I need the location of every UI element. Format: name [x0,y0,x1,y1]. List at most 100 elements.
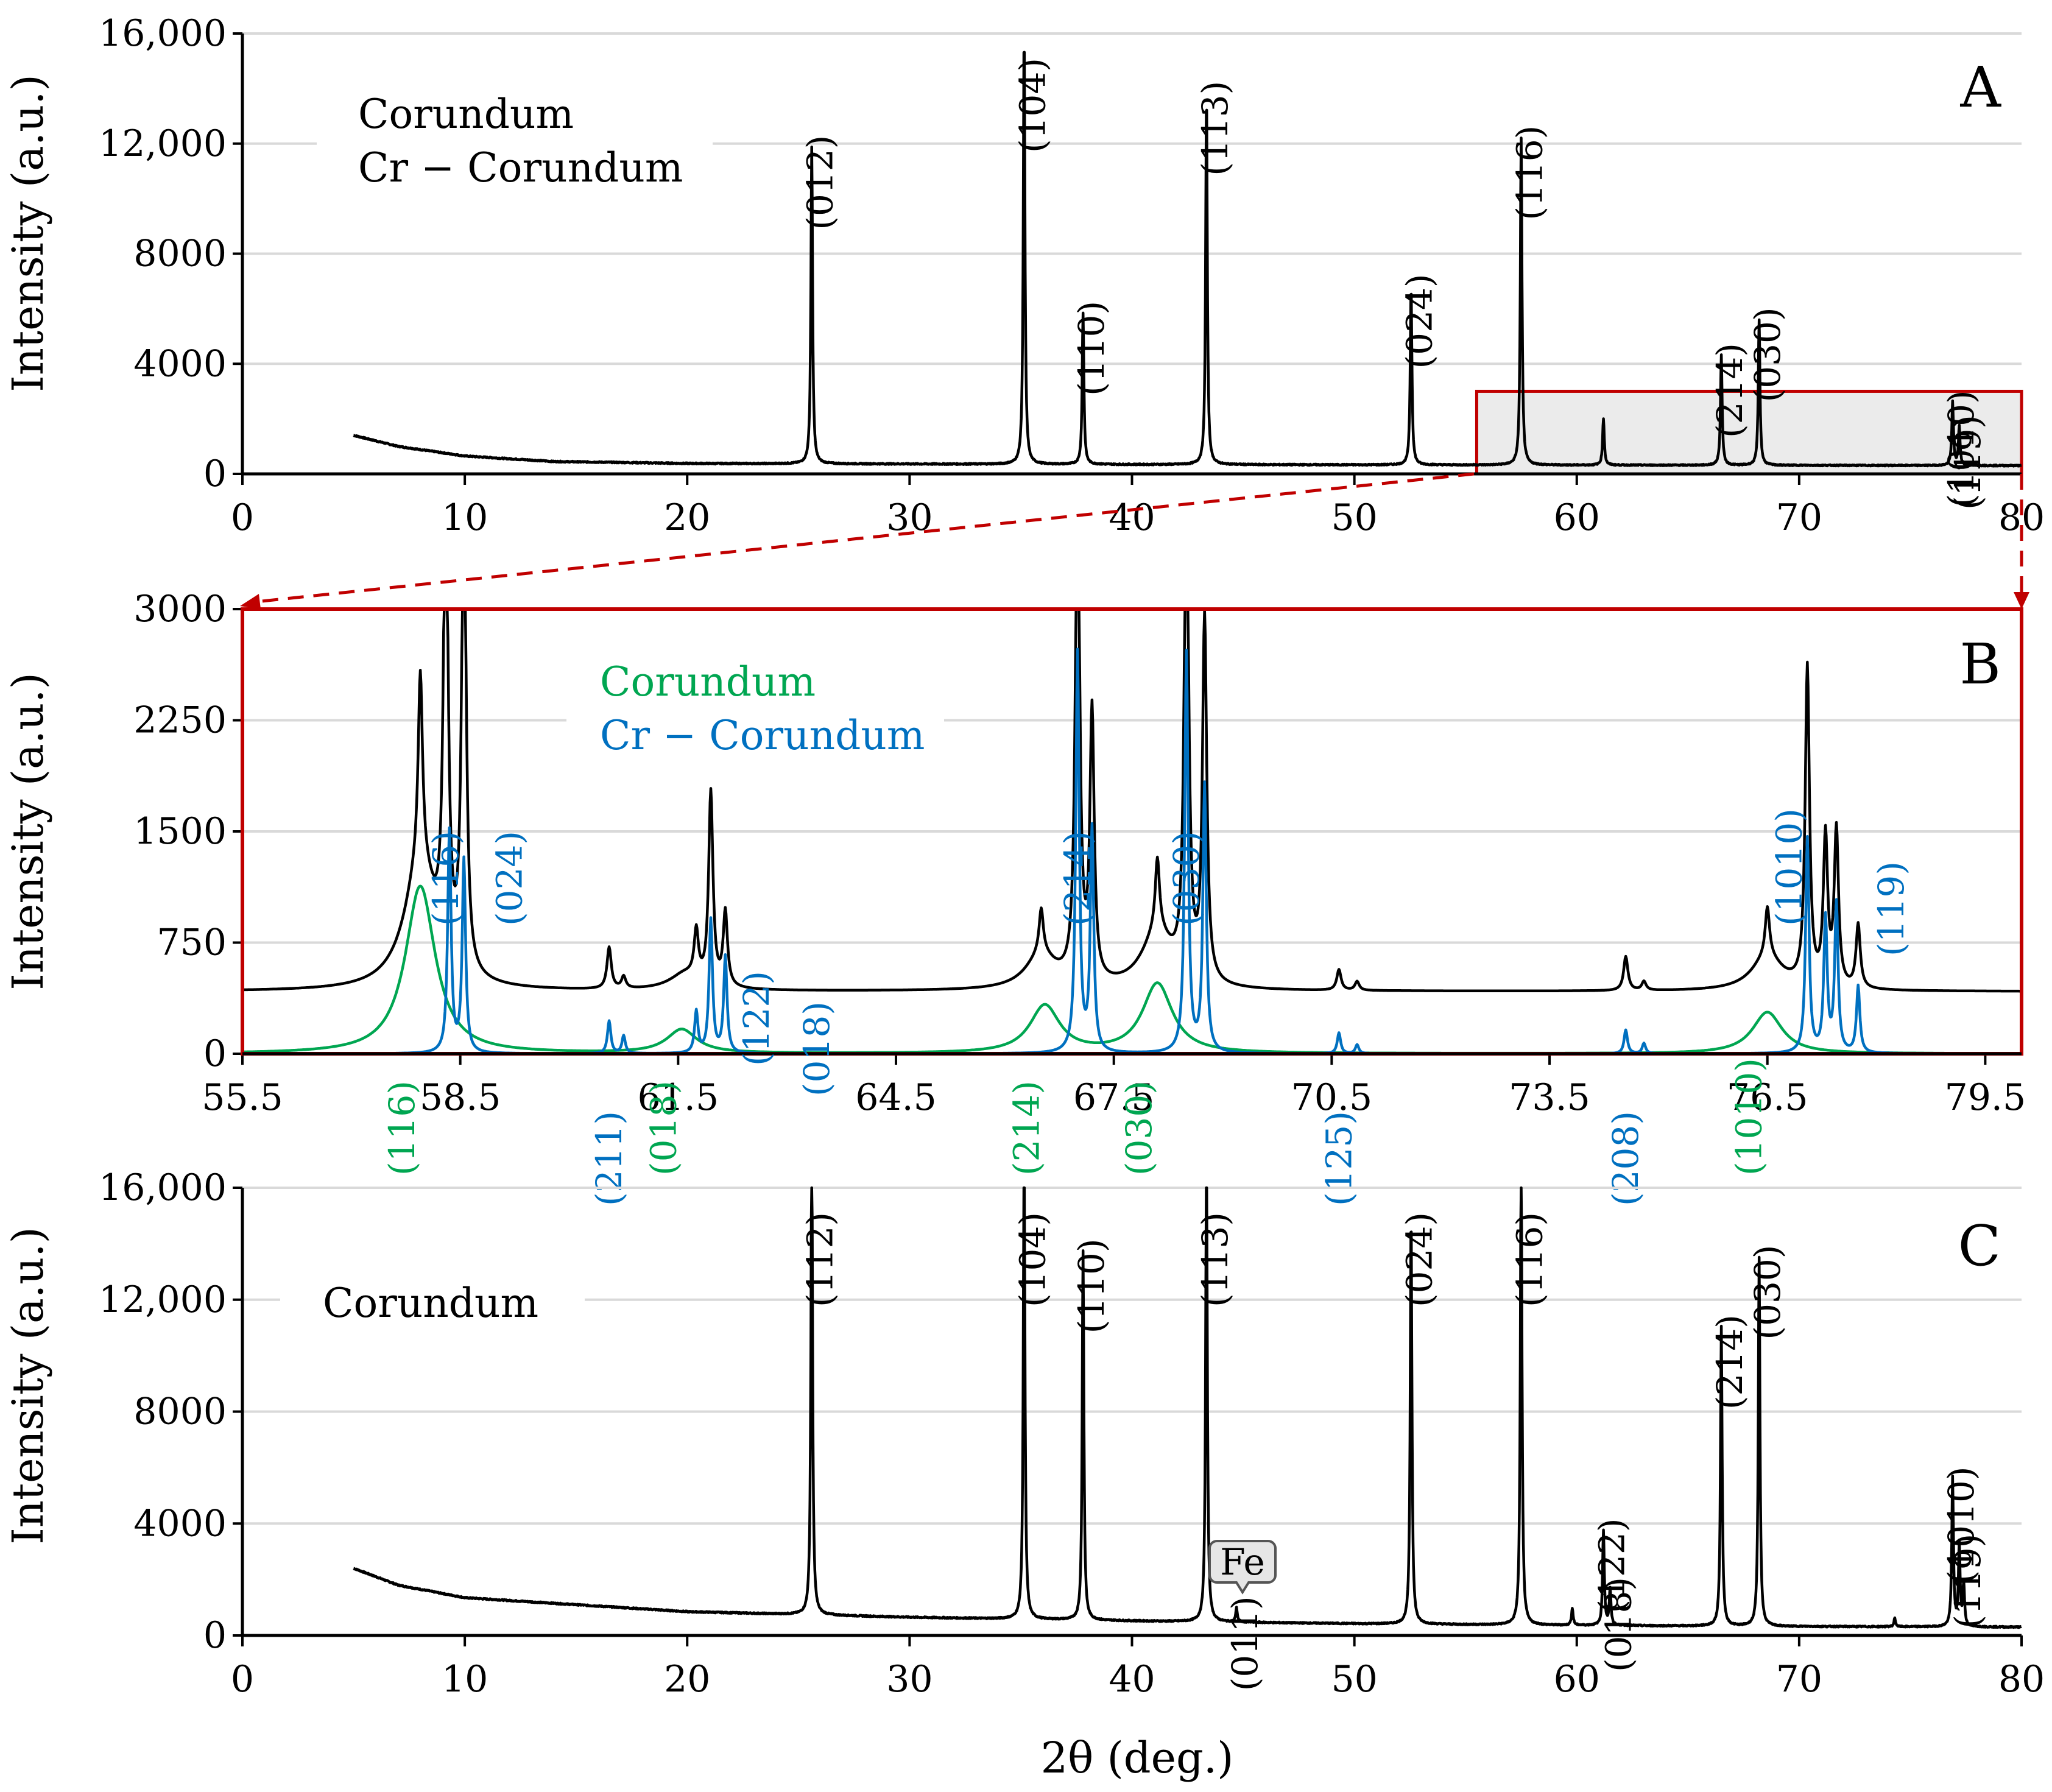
peak-label-c-10: (214) [1709,1314,1751,1409]
xtick-label-c-4: 40 [1109,1658,1155,1701]
panel-b-letter: B [1959,632,2001,697]
peak-label-a-3: (113) [1194,81,1236,176]
panel-c-tick-labels: 0 4000 8000 12,000 16,000 0 10 20 30 40 50 60 70 80 [99,1166,2045,1701]
peak-label-b-6: (018) [796,1001,837,1096]
peak-label-a-2: (110) [1071,301,1112,396]
panel-c-legend-corundum: Corundum [323,1280,538,1327]
panel-b-corundum-line [241,884,2022,1055]
xtick-label-a-5: 50 [1331,496,1377,539]
peak-label-b-8: (214) [1006,1081,1047,1176]
panel-c-pattern-line [353,1186,2022,1629]
xtick-label-b-0: 55.5 [202,1076,283,1119]
panel-c-legend: Corundum [280,1273,585,1340]
panel-b-ylabel: Intensity (a.u.) [3,672,53,990]
xtick-label-b-6: 73.5 [1509,1076,1590,1119]
ytick-label-b-4: 3000 [133,588,227,630]
ytick-label-b-1: 750 [157,922,227,964]
peak-label-c-9: (018) [1598,1577,1640,1672]
peak-label-b-14: (1010) [1729,1058,1770,1176]
xtick-label-b-2: 61.5 [638,1076,719,1119]
xtick-label-c-1: 10 [442,1658,488,1701]
ytick-label-b-0: 0 [203,1032,227,1075]
ytick-label-a-0: 0 [203,453,227,495]
zoom-connector-left [255,472,1475,604]
peak-label-c-11: (030) [1747,1245,1788,1340]
xtick-label-c-7: 70 [1776,1658,1822,1701]
panel-b-peak-labels: (116) (024) (116) (211) (018) (122) (018) (214)… [381,808,1912,1206]
panel-b-measured-line [241,607,2022,993]
xtick-label-a-2: 20 [664,496,710,539]
xtick-label-c-6: 60 [1554,1658,1600,1701]
peak-label-b-12: (208) [1605,1111,1646,1206]
xtick-label-c-3: 30 [886,1658,933,1701]
panel-a-legend-corundum: Corundum [358,91,574,138]
peak-label-c-2: (110) [1071,1238,1112,1333]
peak-label-a-9: (119) [1947,415,1989,510]
peak-label-c-1: (104) [1012,1212,1053,1307]
ytick-label-b-2: 1500 [133,810,227,853]
xtick-label-b-1: 58.5 [420,1076,501,1119]
xtick-label-b-7: 76.5 [1727,1076,1808,1119]
peak-label-b-10: (030) [1118,1081,1160,1176]
peak-label-c-6: (024) [1399,1212,1440,1307]
panel-c-legend-bg [280,1273,585,1340]
panel-c-gridlines [242,1187,2022,1525]
ytick-label-b-3: 2250 [133,699,227,742]
peak-label-c-3: (113) [1194,1212,1236,1307]
panel-b-legend-bg [566,655,944,767]
panel-b-axes [233,607,2023,1065]
peak-label-c-4: (011) [1224,1596,1266,1691]
peak-label-b-4: (018) [643,1081,684,1176]
panel-b-tick-labels: 0 750 1500 2250 3000 55.5 58.5 61.5 64.5 67.5 70.5… [133,588,2026,1119]
peak-label-b-2: (116) [381,1081,423,1176]
panel-c: 0 4000 8000 12,000 16,000 0 10 20 30 40 50 60 70 80 I… [3,1166,2045,1783]
peak-label-a-4: (024) [1399,273,1440,369]
xtick-label-b-8: 79.5 [1945,1076,2026,1119]
peak-label-c-8: (122) [1592,1518,1633,1613]
ytick-label-a-2: 8000 [133,233,227,275]
panel-b-legend: Corundum Cr − Corundum [566,655,944,767]
panel-b-legend-corundum: Corundum [600,658,816,705]
panel-c-peak-labels: (112) (104) (110) (113) (011) (024) (116) (122)… [800,1212,1989,1691]
xtick-label-c-8: 80 [1998,1658,2045,1701]
ytick-label-a-1: 4000 [133,342,227,385]
panel-b-gridlines [242,719,2022,944]
xtick-label-c-0: 0 [231,1658,254,1701]
xtick-label-b-5: 70.5 [1291,1076,1373,1119]
xtick-label-a-1: 10 [442,496,488,539]
peak-label-c-7: (116) [1509,1212,1550,1307]
panel-b: 0 750 1500 2250 3000 55.5 58.5 61.5 64.5 67.5 70.5… [3,588,2026,1206]
zoom-arrowhead-right [2014,592,2029,609]
panel-a-traces [353,51,2022,468]
peak-label-b-3: (211) [588,1111,630,1206]
ytick-label-c-2: 8000 [133,1391,227,1433]
zoom-arrowhead-left [240,594,261,609]
fe-callout: Fe [1208,1540,1277,1595]
peak-label-b-1: (024) [489,831,531,926]
peak-label-a-7: (030) [1747,307,1788,402]
peak-label-b-7: (214) [1057,831,1098,926]
peak-label-b-5: (122) [736,971,777,1066]
panel-c-ylabel: Intensity (a.u.) [3,1227,53,1545]
xtick-label-a-6: 60 [1554,496,1600,539]
ytick-label-c-1: 4000 [133,1502,227,1545]
panel-c-traces [353,1186,2022,1629]
peak-label-b-13: (1010) [1768,808,1810,926]
panel-c-xlabel: 2θ (deg.) [1041,1733,1234,1783]
xtick-label-b-3: 64.5 [855,1076,937,1119]
panel-b-legend-cr-corundum: Cr − Corundum [600,712,925,759]
panel-a-ylabel: Intensity (a.u.) [3,74,53,392]
panel-c-letter: C [1958,1213,2001,1279]
panel-a-legend: Corundum Cr − Corundum [317,85,713,198]
xtick-label-c-5: 50 [1331,1658,1377,1701]
peak-label-b-0: (116) [425,831,467,926]
zoom-region-box [1475,389,2023,476]
panel-a-legend-bg [317,85,713,198]
fe-callout-label: Fe [1220,1541,1265,1584]
ytick-label-c-0: 0 [203,1614,227,1657]
fe-callout-box [1208,1540,1277,1595]
peak-label-c-0: (112) [800,1212,841,1307]
peak-label-a-8: (1010) [1941,390,1982,507]
